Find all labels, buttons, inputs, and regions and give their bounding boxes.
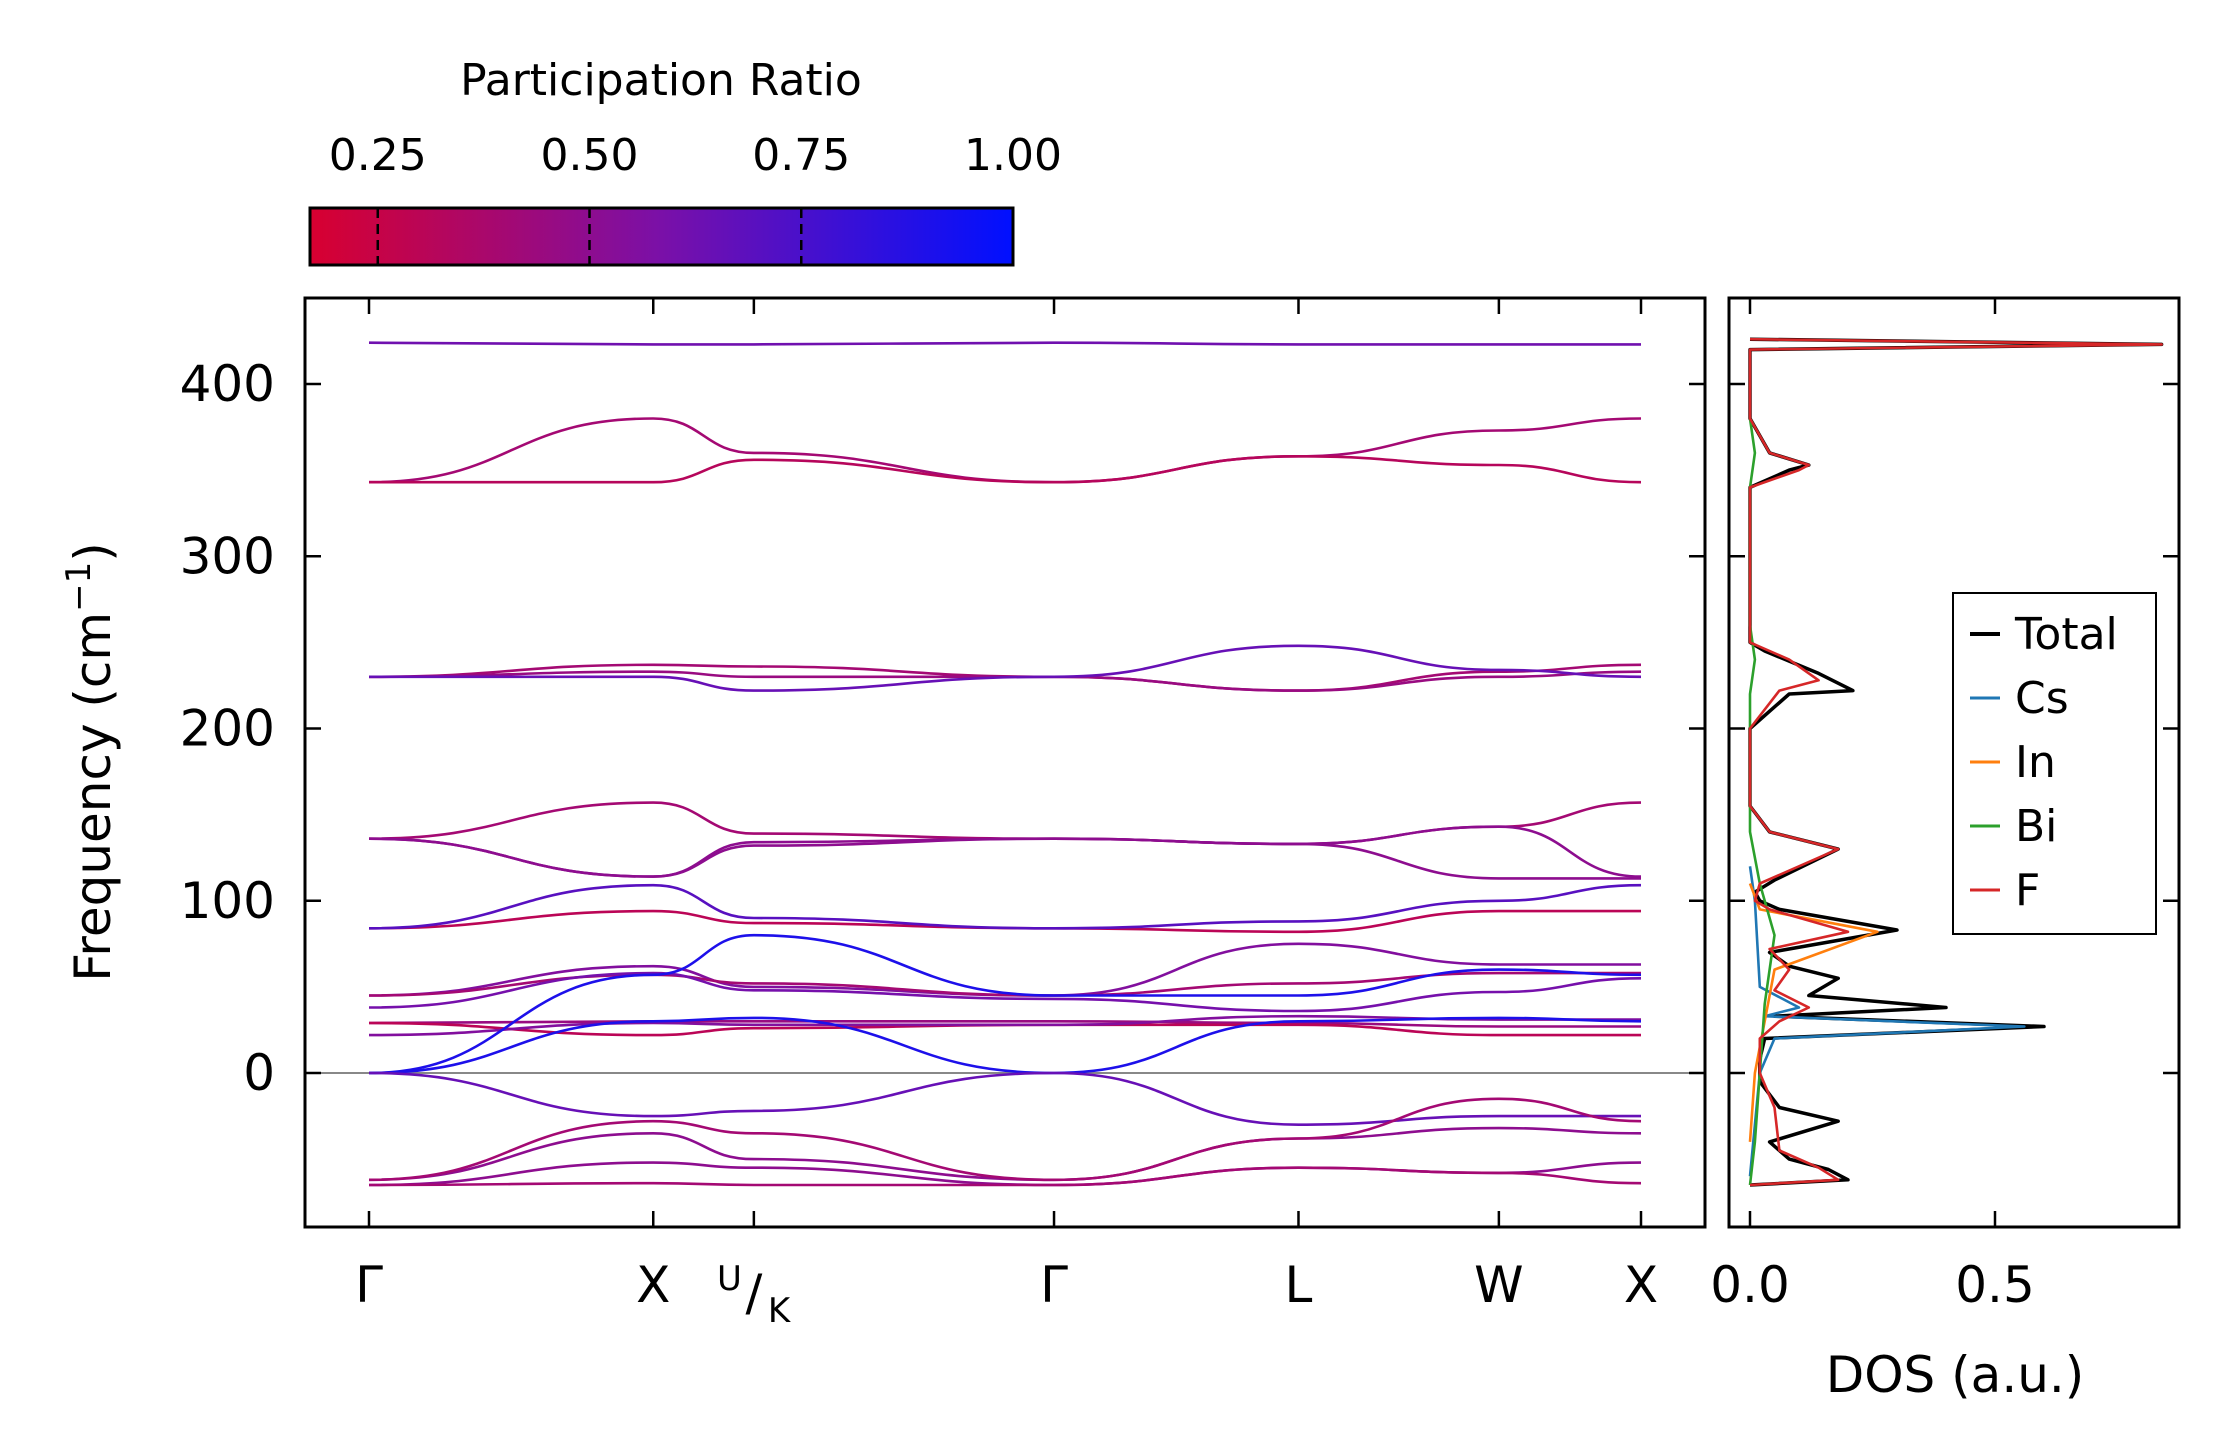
band-axes-frame — [303, 296, 1707, 1229]
phonon-band — [369, 644, 1642, 692]
phonon-band — [368, 1161, 1642, 1187]
dos-axes-frame — [1727, 296, 2181, 1229]
kpoint-label: W — [1474, 1256, 1523, 1314]
colorbar-title: Participation Ratio — [460, 55, 862, 106]
colorbar-tick-label: 0.75 — [752, 130, 850, 181]
colorbar-gradient — [308, 206, 1015, 267]
legend-label: In — [2015, 737, 2056, 788]
kpoint-label: Γ — [1040, 1256, 1068, 1314]
dos-x-ticks: 0.0 0.5 — [1710, 298, 2035, 1314]
kpoint-label-slash: / — [745, 1264, 762, 1322]
y-axis-label: Frequency (cm−1) — [59, 542, 122, 982]
phonon-band — [368, 971, 1642, 1013]
phonon-band — [368, 837, 1641, 880]
phonon-band — [368, 942, 1641, 997]
y-axis-label-main: Frequency (cm — [64, 612, 122, 982]
kpoint-label: L — [1285, 1256, 1313, 1314]
dos-panel: 0.0 0.5 DOS (a.u.) Total Cs In Bi F — [1710, 296, 2181, 1404]
colorbar-tick-label: 0.25 — [329, 130, 427, 181]
dos-x-tick-label: 0.5 — [1955, 1256, 2035, 1314]
band-x-ticks: Γ X U / K Γ L W X — [355, 298, 1658, 1331]
phonon-band — [368, 341, 1641, 346]
y-axis-label-close: ) — [64, 542, 122, 562]
colorbar-tick-label: 1.00 — [964, 130, 1062, 181]
bands — [368, 341, 1642, 1187]
colorbar-tick-label: 0.50 — [541, 130, 639, 181]
phonon-band — [368, 883, 1642, 930]
dos-line-in — [1748, 883, 1879, 1142]
dos-x-axis-label: DOS (a.u.) — [1826, 1346, 2085, 1404]
kpoint-label: X — [636, 1256, 670, 1314]
y-tick-label: 300 — [180, 527, 275, 585]
legend-label: Bi — [2015, 801, 2057, 852]
dos-legend: Total Cs In Bi F — [1952, 592, 2157, 935]
band-structure-panel: 0 100 200 300 400 Γ X U / K Γ L W X Frequency (cm−1) — [59, 296, 1707, 1331]
phonon-band — [368, 417, 1642, 484]
y-tick-label: 100 — [180, 872, 275, 930]
dos-x-tick-label: 0.0 — [1710, 1256, 1790, 1314]
band-y-ticks: 0 100 200 300 400 — [180, 355, 1705, 1102]
y-tick-label: 400 — [180, 355, 275, 413]
kpoint-label-k: K — [768, 1291, 792, 1331]
dos-series — [1748, 337, 2164, 1187]
legend-label: Total — [2014, 609, 2118, 660]
legend-label: F — [2015, 865, 2040, 916]
kpoint-label-u: U — [717, 1259, 742, 1299]
dos-line-f — [1748, 337, 2163, 1187]
phonon-band — [368, 1166, 1642, 1187]
legend-label: Cs — [2015, 673, 2069, 724]
phonon-band — [368, 1097, 1642, 1182]
dos-y-ticks — [1729, 382, 2179, 1075]
phonon-band — [368, 933, 1642, 1075]
y-axis-label-sup: −1 — [59, 562, 99, 612]
dos-line-total — [1748, 337, 2164, 1187]
colorbar: Participation Ratio 0.25 0.50 0.75 1.00 — [308, 55, 1062, 267]
y-tick-label: 0 — [243, 1044, 275, 1102]
phonon-band — [368, 454, 1642, 484]
kpoint-label: X — [1624, 1256, 1658, 1314]
phonon-band — [368, 1071, 1641, 1127]
kpoint-label: Γ — [355, 1256, 383, 1314]
y-tick-label: 200 — [180, 700, 275, 758]
colorbar-ticks: 0.25 0.50 0.75 1.00 — [329, 130, 1062, 265]
